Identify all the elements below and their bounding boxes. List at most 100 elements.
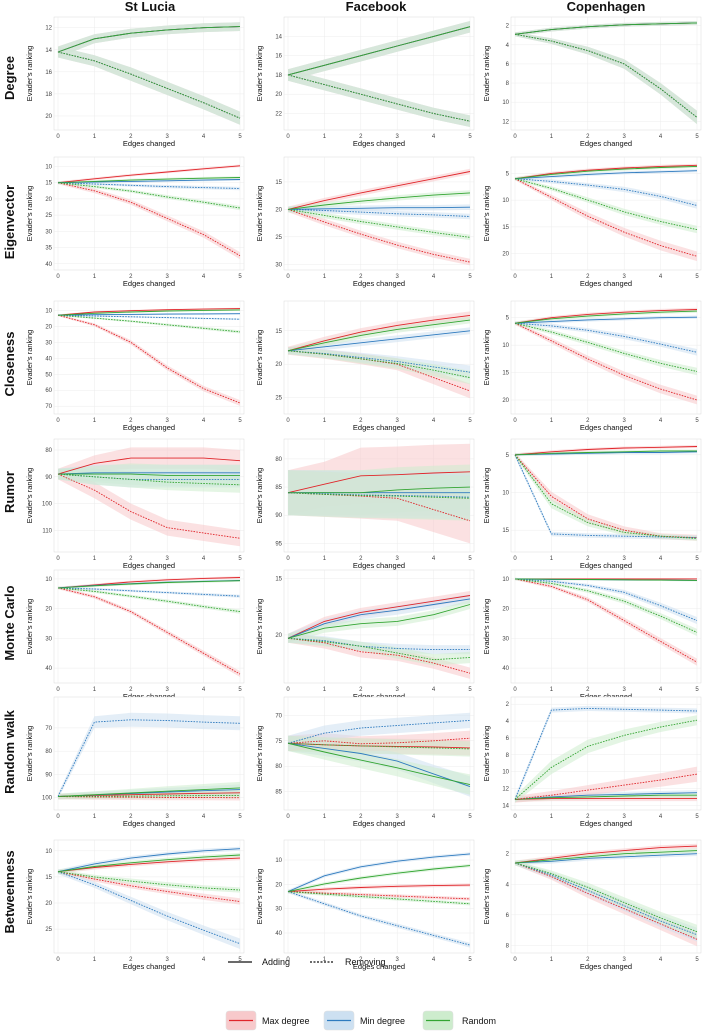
plot-area: [287, 712, 471, 797]
y-tick-label: 85: [275, 485, 282, 491]
x-axis-label: Edges changed: [123, 423, 175, 432]
y-tick-label: 30: [45, 636, 52, 642]
y-tick-label: 80: [45, 749, 52, 755]
plot-area: [287, 852, 471, 948]
x-tick-label: 5: [468, 418, 472, 424]
line-random-adding: [57, 787, 241, 797]
x-tick-label: 4: [659, 814, 663, 820]
y-tick-label: 25: [45, 213, 52, 219]
y-axis-label: Evader's ranking: [255, 599, 264, 655]
y-axis-label: Evader's ranking: [255, 46, 264, 102]
line-min-degree-adding: [514, 316, 698, 324]
plot-area: [57, 846, 241, 949]
x-axis-label: Edges changed: [580, 561, 632, 570]
y-tick-label: 10: [502, 343, 509, 349]
x-tick-label: 0: [56, 418, 60, 424]
y-tick-label: 10: [45, 308, 52, 314]
panel-degree-facebook: 14 16 18 20 22 0 1 2 3 4 5 Edges changed Evader's ra…: [255, 16, 475, 148]
y-tick-label: 18: [275, 73, 282, 79]
x-axis-label: Edges changed: [353, 819, 405, 828]
panel-closeness-copenhagen: 5 10 15 20 0 1 2 3 4 5 Edges changed Evader's ranki…: [482, 300, 702, 432]
row-titles: Degree Eigenvector Closeness Rumor Monte…: [2, 56, 17, 934]
x-tick-label: 0: [513, 556, 517, 562]
x-tick-label: 3: [396, 418, 400, 424]
line-random-removing: [287, 742, 471, 750]
y-tick-label: 12: [45, 26, 52, 32]
y-tick-label: 2: [506, 24, 510, 30]
x-tick-label: 0: [286, 957, 290, 963]
x-axis-label: Edges changed: [580, 279, 632, 288]
y-tick-label: 15: [502, 371, 509, 377]
band-random-removing: [58, 46, 240, 125]
plot-area: [57, 576, 241, 677]
line-min-degree-removing: [287, 350, 471, 373]
x-tick-label: 5: [468, 957, 472, 963]
y-tick-label: 20: [275, 633, 282, 639]
legend: Adding Removing Max degree Min degree Ra…: [225, 957, 496, 1031]
plot-area: [287, 311, 471, 399]
y-tick-label: 15: [502, 528, 509, 534]
y-tick-label: 60: [45, 388, 52, 394]
line-random-removing: [57, 473, 241, 486]
y-tick-label: 100: [42, 796, 53, 802]
x-axis-label: Edges changed: [353, 962, 405, 971]
plot-area: [57, 307, 241, 406]
line-max-degree-removing: [287, 737, 471, 745]
x-axis-label: Edges changed: [123, 819, 175, 828]
x-tick-label: 3: [396, 556, 400, 562]
y-tick-label: 10: [45, 164, 52, 170]
x-tick-label: 0: [286, 556, 290, 562]
y-tick-label: 15: [275, 577, 282, 583]
y-tick-label: 15: [275, 329, 282, 335]
x-tick-label: 5: [238, 814, 242, 820]
panel-background: [53, 156, 245, 271]
line-max-degree-removing: [57, 182, 241, 257]
x-tick-label: 5: [468, 814, 472, 820]
y-tick-label: 5: [506, 171, 510, 177]
band-max-degree-removing: [515, 321, 697, 405]
y-tick-label: 10: [502, 770, 509, 776]
x-tick-label: 5: [695, 418, 699, 424]
y-tick-label: 2: [506, 852, 510, 858]
band-random-adding: [58, 22, 240, 58]
line-max-degree-adding: [57, 308, 241, 316]
y-axis-label: Evader's ranking: [482, 186, 491, 242]
line-min-degree-adding: [57, 848, 241, 873]
y-tick-label: 10: [45, 849, 52, 855]
x-tick-label: 2: [359, 134, 363, 140]
line-min-degree-removing: [287, 208, 471, 217]
line-random-adding: [514, 578, 698, 581]
x-tick-label: 1: [93, 134, 97, 140]
x-tick-label: 5: [238, 274, 242, 280]
x-tick-label: 2: [586, 957, 590, 963]
y-tick-label: 20: [275, 882, 282, 888]
x-tick-label: 2: [359, 556, 363, 562]
panel-betweenness-copenhagen: 2 4 6 8 0 1 2 3 4 5 Edges changed Evader's ranking: [482, 839, 702, 971]
x-tick-label: 0: [286, 274, 290, 280]
band-min-degree-adding: [288, 594, 470, 643]
band-max-degree-adding: [58, 447, 240, 480]
band-random-removing: [58, 181, 240, 211]
x-tick-label: 1: [323, 687, 327, 693]
plot-area: [57, 22, 241, 125]
y-tick-label: 22: [275, 112, 282, 118]
legend-removing-label: Removing: [345, 957, 386, 967]
x-tick-label: 1: [93, 814, 97, 820]
y-tick-label: 30: [275, 907, 282, 913]
y-tick-label: 4: [506, 719, 510, 725]
plot-area: [287, 591, 471, 679]
y-axis-label: Evader's ranking: [25, 186, 34, 242]
x-tick-label: 4: [432, 957, 436, 963]
band-max-degree-removing: [288, 206, 470, 266]
panel-rumor-facebook: 80 85 90 95 0 1 2 3 4 5 Edges changed Evader's rank…: [255, 438, 475, 570]
line-max-degree-adding: [514, 798, 697, 800]
x-tick-label: 2: [359, 814, 363, 820]
y-axis-label: Evader's ranking: [255, 186, 264, 242]
x-tick-label: 5: [468, 687, 472, 693]
x-tick-label: 3: [166, 957, 170, 963]
line-random-adding: [57, 309, 241, 316]
x-tick-label: 4: [659, 556, 663, 562]
line-random-removing: [514, 719, 698, 800]
x-axis-label: Edges changed: [580, 819, 632, 828]
